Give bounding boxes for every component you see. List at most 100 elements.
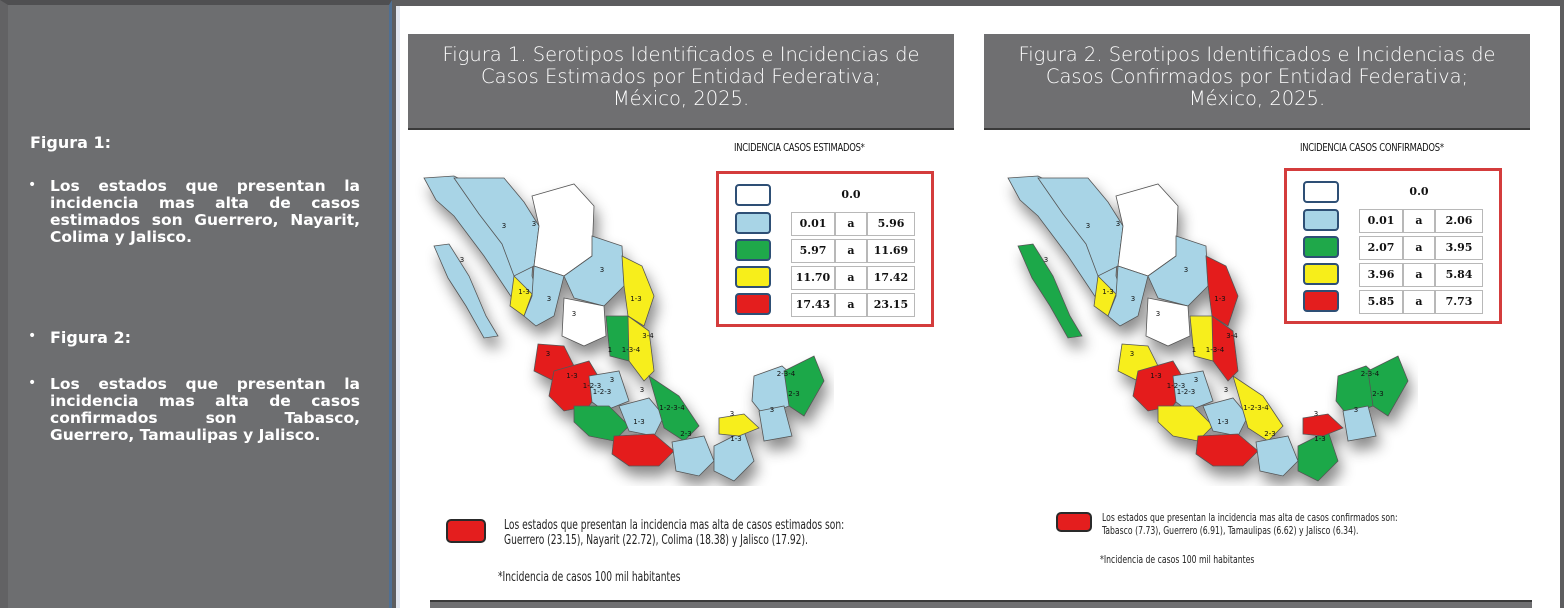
legend-sep: a — [1403, 209, 1435, 233]
region-sinaloa — [509, 275, 533, 317]
region-coahuila — [1147, 235, 1209, 307]
map-label: 1-2-3 — [1177, 388, 1195, 396]
figure1-legend-heading: INCIDENCIA CASOS ESTIMADOS* — [734, 141, 865, 154]
map-label: 3 — [1131, 295, 1135, 303]
legend-row: 17.43 a 23.15 — [719, 293, 931, 319]
figure1-title: Figura 1. Serotipos Identificados e Inci… — [408, 34, 954, 130]
legend-swatch-blue — [735, 212, 771, 234]
fig1-summary: Los estados que presentan la incidencia … — [50, 177, 360, 246]
figure2-title-line: Casos Confirmados por Entidad Federativa… — [1045, 65, 1469, 88]
map-label: 2-3 — [788, 390, 799, 398]
region-durango — [1107, 265, 1149, 327]
figure1-title-line: Casos Estimados por Entidad Federativa; — [481, 65, 881, 88]
region-veracruz — [1232, 375, 1284, 442]
map-label: 1-3 — [730, 435, 741, 443]
region-guerrero — [1195, 433, 1259, 467]
region-tabasco — [718, 413, 760, 437]
legend-swatch-green — [735, 239, 771, 261]
legend-sep: a — [835, 212, 867, 236]
region-durango — [523, 265, 565, 327]
map-label: 3 — [1116, 220, 1120, 228]
map-label: 1-3 — [1102, 288, 1113, 296]
legend-sep: a — [1403, 263, 1435, 287]
map-label: 3 — [610, 376, 614, 384]
legend-swatch-blue — [1303, 209, 1339, 231]
map-label: 3 — [1086, 222, 1090, 230]
legend-to: 23.15 — [867, 293, 915, 317]
region-baja-california-sur — [1017, 243, 1083, 339]
map-label: 2-3-4 — [1361, 370, 1380, 378]
map-label: 3 — [1354, 406, 1358, 414]
figure2-legend: 0.0 0.01 a 2.06 2.07 a 3.95 3.96 a 5.84 … — [1284, 168, 1502, 324]
region-guerrero — [611, 433, 675, 467]
region-baja-california-sur — [433, 243, 499, 339]
region-veracruz — [648, 375, 700, 442]
map-label: 3 — [1224, 386, 1228, 394]
figure2-title: Figura 2. Serotipos Identificados e Inci… — [984, 34, 1530, 130]
map-label: 3-4 — [1226, 332, 1238, 340]
map-label: 1-3 — [566, 372, 577, 380]
figure1-note-line: Guerrero (23.15), Nayarit (22.72), Colim… — [504, 533, 808, 548]
fig2-heading: Figura 2: — [50, 328, 132, 347]
fig1-heading: Figura 1: — [30, 133, 112, 152]
legend-row: 0.01 a 2.06 — [1287, 209, 1499, 235]
legend-from: 2.07 — [1359, 236, 1403, 260]
region-oaxaca — [1255, 435, 1299, 477]
map-label: 3 — [730, 410, 734, 418]
legend-value: 0.0 — [1409, 185, 1429, 198]
map-label: 2-3 — [1264, 430, 1275, 438]
legend-from: 0.01 — [791, 212, 835, 236]
map-label: 1-3 — [633, 418, 644, 426]
map-label: 1 — [1192, 346, 1196, 354]
legend-row: 0.01 a 5.96 — [719, 212, 931, 238]
legend-swatch-white — [1303, 181, 1339, 203]
sidebar-panel: Figura 1: • Los estados que presentan la… — [0, 0, 392, 608]
map-label: 2-3-4 — [777, 370, 796, 378]
map-label: 3 — [1130, 350, 1134, 358]
legend-swatch-green — [1303, 236, 1339, 258]
legend-from: 17.43 — [791, 293, 835, 317]
map-label: 1-3 — [1314, 435, 1325, 443]
region-sinaloa — [1093, 275, 1117, 317]
region-quintana-roo — [1367, 355, 1409, 417]
legend-swatch-yellow — [1303, 263, 1339, 285]
figure1-legend: 0.0 0.01 a 5.96 5.97 a 11.69 11.70 a 17.… — [716, 171, 934, 327]
map-label: 2-3 — [1372, 390, 1383, 398]
region-quintana-roo — [783, 355, 825, 417]
region-zacatecas — [561, 297, 607, 347]
map-label: 1-2-3 — [583, 382, 601, 390]
map-label: 3 — [532, 220, 536, 228]
figure2-note: Los estados que presentan la incidencia … — [1102, 511, 1398, 537]
map-label: 3 — [502, 222, 506, 230]
bullet-glyph: • — [28, 375, 37, 391]
bottom-bar — [430, 600, 1532, 608]
bullet-glyph: • — [28, 328, 37, 344]
map-label: 1-2-3 — [1167, 382, 1185, 390]
legend-from: 11.70 — [791, 266, 835, 290]
map-label: 1-3 — [630, 295, 641, 303]
region-guanajuato — [588, 370, 630, 412]
map-label: 3 — [1044, 256, 1048, 264]
legend-swatch-red — [735, 293, 771, 315]
figure1-mexico-map: 3 3 3 3 1-3 3 3 1-3 3-4 1 1-3-4 3 1-3 1-… — [423, 175, 825, 482]
legend-to: 5.84 — [1435, 263, 1483, 287]
map-label: 1-3-4 — [1206, 346, 1225, 354]
legend-from: 5.97 — [791, 239, 835, 263]
legend-to: 5.96 — [867, 212, 915, 236]
map-label: 3 — [572, 310, 576, 318]
map-label: 1-3-4 — [622, 346, 641, 354]
figure2-title-line: México, 2025. — [1188, 87, 1326, 110]
map-label: 3 — [1184, 266, 1188, 274]
legend-sep: a — [835, 239, 867, 263]
legend-swatch-red — [1303, 290, 1339, 312]
map-label: 1-3 — [518, 288, 529, 296]
map-label: 1-2-3-4 — [1243, 404, 1269, 412]
legend-from: 3.96 — [1359, 263, 1403, 287]
map-label: 3 — [1194, 376, 1198, 384]
map-label: 3 — [547, 295, 551, 303]
figure1-note-swatch — [446, 519, 486, 543]
map-label: 3 — [1156, 310, 1160, 318]
map-label: 2-3 — [680, 430, 691, 438]
region-guanajuato — [1172, 370, 1214, 412]
legend-sep: a — [1403, 236, 1435, 260]
